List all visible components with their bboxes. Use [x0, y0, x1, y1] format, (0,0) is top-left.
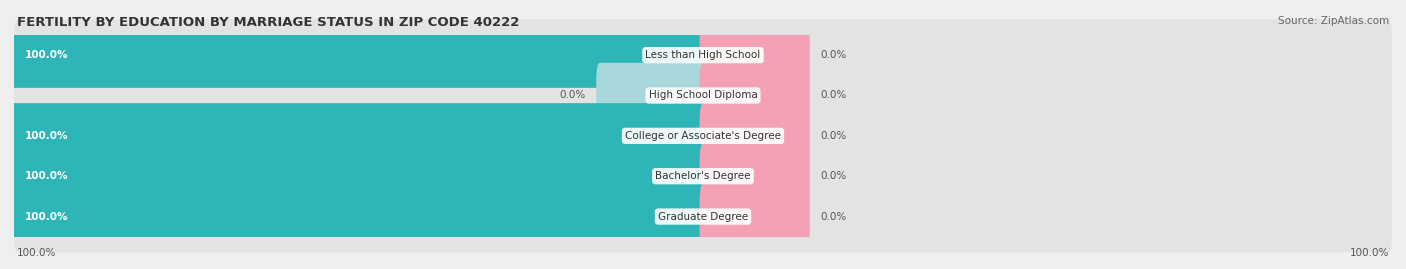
FancyBboxPatch shape: [11, 23, 706, 88]
Text: 0.0%: 0.0%: [820, 50, 846, 60]
Text: Less than High School: Less than High School: [645, 50, 761, 60]
FancyBboxPatch shape: [14, 100, 1392, 172]
FancyBboxPatch shape: [14, 19, 1392, 91]
FancyBboxPatch shape: [14, 181, 1392, 252]
FancyBboxPatch shape: [700, 23, 810, 88]
Text: Bachelor's Degree: Bachelor's Degree: [655, 171, 751, 181]
Text: 0.0%: 0.0%: [820, 211, 846, 222]
FancyBboxPatch shape: [700, 144, 810, 209]
FancyBboxPatch shape: [700, 184, 810, 249]
Text: 100.0%: 100.0%: [17, 248, 56, 258]
FancyBboxPatch shape: [700, 103, 810, 168]
Text: FERTILITY BY EDUCATION BY MARRIAGE STATUS IN ZIP CODE 40222: FERTILITY BY EDUCATION BY MARRIAGE STATU…: [17, 16, 519, 29]
Text: 100.0%: 100.0%: [24, 50, 67, 60]
FancyBboxPatch shape: [14, 140, 1392, 212]
Text: 0.0%: 0.0%: [820, 171, 846, 181]
Text: 0.0%: 0.0%: [820, 131, 846, 141]
Text: High School Diploma: High School Diploma: [648, 90, 758, 101]
FancyBboxPatch shape: [11, 184, 706, 249]
FancyBboxPatch shape: [11, 103, 706, 168]
FancyBboxPatch shape: [596, 63, 706, 128]
Text: 100.0%: 100.0%: [24, 211, 67, 222]
Text: College or Associate's Degree: College or Associate's Degree: [626, 131, 780, 141]
Text: 100.0%: 100.0%: [24, 171, 67, 181]
FancyBboxPatch shape: [700, 63, 810, 128]
Text: 100.0%: 100.0%: [1350, 248, 1389, 258]
Text: Source: ZipAtlas.com: Source: ZipAtlas.com: [1278, 16, 1389, 26]
Text: 0.0%: 0.0%: [560, 90, 586, 101]
Text: 100.0%: 100.0%: [24, 131, 67, 141]
Text: 0.0%: 0.0%: [820, 90, 846, 101]
Text: Graduate Degree: Graduate Degree: [658, 211, 748, 222]
FancyBboxPatch shape: [14, 60, 1392, 132]
FancyBboxPatch shape: [11, 144, 706, 209]
